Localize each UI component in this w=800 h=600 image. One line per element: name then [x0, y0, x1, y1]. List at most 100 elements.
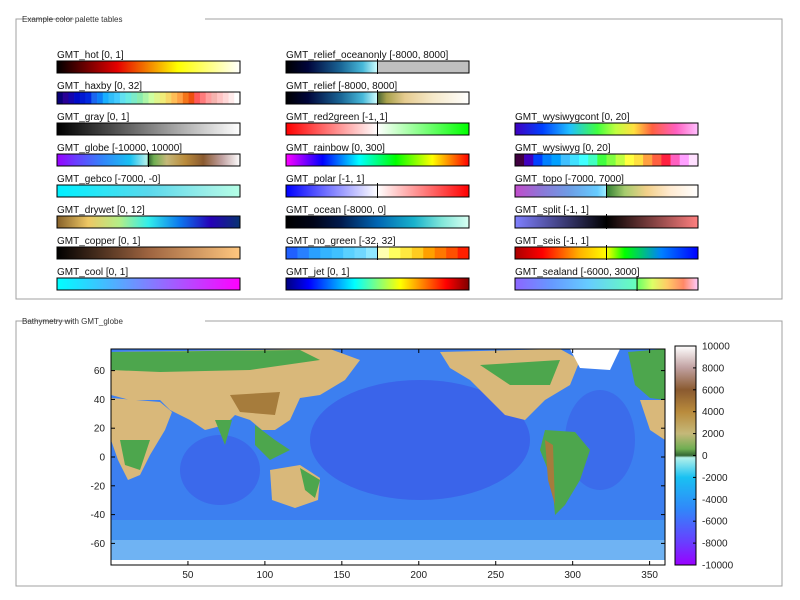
palette-label: GMT_sealand [-6000, 3000]: [515, 267, 640, 278]
palette-border: [56, 277, 241, 291]
palette-GMT_cool: GMT_cool [0, 1]: [56, 267, 241, 291]
palette-label: GMT_drywet [0, 12]: [57, 205, 145, 216]
africa-green: [120, 440, 150, 470]
palette-swatch: [569, 154, 580, 166]
palette-label: GMT_jet [0, 1]: [286, 267, 350, 278]
map-image: [111, 349, 665, 565]
palette-gradient: [515, 278, 698, 290]
colorbar-tick-label: -4000: [702, 495, 728, 506]
palette-label: GMT_haxby [0, 32]: [57, 81, 142, 92]
palette-swatch: [560, 154, 571, 166]
x-tick-label: 200: [410, 570, 427, 581]
palette-gradient: [57, 123, 240, 135]
palette-label: GMT_ocean [-8000, 0]: [286, 205, 386, 216]
palette-swatch: [308, 247, 321, 259]
palette-swatch: [148, 92, 155, 104]
y-tick-label: 20: [94, 424, 106, 435]
palette-swatch: [137, 92, 144, 104]
palette-swatch: [542, 154, 552, 166]
palette-GMT_ocean: GMT_ocean [-8000, 0]: [285, 205, 470, 229]
palette-swatch: [91, 92, 98, 104]
palette-GMT_split: GMT_split [-1, 1]: [514, 205, 699, 229]
palette-swatch: [154, 92, 161, 104]
palette-GMT_relief_oceanonly: GMT_relief_oceanonly [-8000, 8000]: [285, 50, 470, 74]
palette-GMT_haxby: GMT_haxby [0, 32]: [56, 81, 241, 105]
palette-label: GMT_hot [0, 1]: [57, 50, 124, 61]
palette-GMT_red2green: GMT_red2green [-1, 1]: [285, 112, 470, 136]
palette-swatch: [205, 92, 212, 104]
colorbar-tick-label: -10000: [702, 561, 734, 572]
palette-swatch: [228, 92, 235, 104]
palette-swatch: [400, 247, 413, 259]
palettes-panel-frame: [15, 18, 783, 300]
palette-border: [56, 91, 241, 105]
palette-swatch: [551, 154, 562, 166]
greenland-ice: [570, 349, 620, 370]
palette-gradient: [57, 247, 240, 259]
x-tick-label: 250: [487, 570, 504, 581]
palette-gradient: [286, 154, 469, 166]
palette-label: GMT_cool [0, 1]: [57, 267, 128, 278]
palette-border: [56, 184, 241, 198]
colorbar-tick-label: -8000: [702, 539, 728, 550]
palette-GMT_jet: GMT_jet [0, 1]: [285, 267, 470, 291]
colorbar: 10000 8000 6000 4000 2000 0 -2000 -4000 -6000 -80…: [674, 342, 734, 572]
palette-border: [514, 215, 699, 229]
palette-swatch: [211, 92, 218, 104]
palette-swatch: [159, 92, 166, 104]
palette-border: [56, 60, 241, 74]
palette-border: [285, 122, 470, 136]
palette-border: [285, 60, 470, 74]
x-tick-label: 150: [333, 570, 350, 581]
palette-swatch: [79, 92, 86, 104]
palette-swatch: [108, 92, 115, 104]
colorbar-tick-label: -2000: [702, 473, 728, 484]
palette-swatch: [165, 92, 172, 104]
palette-swatch: [331, 247, 344, 259]
palette-swatch: [234, 92, 241, 104]
palette-GMT_drywet: GMT_drywet [0, 12]: [56, 205, 241, 229]
map-panel-title: Bathymetry with GMT_globe: [22, 317, 123, 326]
colorbar-tick-label: 0: [702, 451, 708, 462]
colorbar-tick-label: 4000: [702, 407, 725, 418]
palette-GMT_gray: GMT_gray [0, 1]: [56, 112, 241, 136]
palette-swatch: [434, 247, 447, 259]
palette-swatch: [579, 154, 589, 166]
palette-swatch: [102, 92, 109, 104]
palette-swatch: [588, 154, 598, 166]
colorbar-tick-label: 2000: [702, 429, 725, 440]
palette-swatch: [661, 154, 671, 166]
palette-swatch: [131, 92, 138, 104]
palette-border: [514, 184, 699, 198]
palette-label: GMT_wysiwygcont [0, 20]: [515, 112, 630, 123]
palette-swatch: [524, 154, 534, 166]
palette-swatch: [114, 92, 121, 104]
palette-swatch: [624, 154, 635, 166]
antarctica-ice: [111, 560, 665, 565]
palette-swatch: [142, 92, 149, 104]
palette-swatch: [320, 247, 333, 259]
palette-swatch: [62, 92, 69, 104]
palette-GMT_no_green: GMT_no_green [-32, 32]: [285, 236, 470, 260]
palette-swatch: [423, 247, 435, 259]
palette-swatch: [97, 92, 104, 104]
palette-gradient: [57, 61, 240, 73]
colorbar-tick-label: 8000: [702, 363, 725, 374]
palette-GMT_copper: GMT_copper [0, 1]: [56, 236, 241, 260]
palette-swatch: [57, 92, 64, 104]
palette-swatch: [297, 247, 310, 259]
palette-border: [514, 277, 699, 291]
palette-GMT_seis: GMT_seis [-1, 1]: [514, 236, 699, 260]
palette-label: GMT_relief [-8000, 8000]: [286, 81, 397, 92]
palette-label: GMT_no_green [-32, 32]: [286, 236, 396, 247]
palette-GMT_wysiwyg: GMT_wysiwyg [0, 20]: [514, 143, 699, 167]
palette-GMT_sealand: GMT_sealand [-6000, 3000]: [514, 267, 699, 291]
colorbar-tick-label: 10000: [702, 342, 730, 353]
palette-swatch: [515, 154, 525, 166]
palette-border: [285, 246, 470, 260]
palette-gradient: [57, 216, 240, 228]
palette-swatch: [188, 92, 195, 104]
palette-swatch: [670, 154, 680, 166]
map-axes: 50 100 150 200 250 300 350 -60 -40 -20 0 20 40 60: [91, 349, 665, 581]
